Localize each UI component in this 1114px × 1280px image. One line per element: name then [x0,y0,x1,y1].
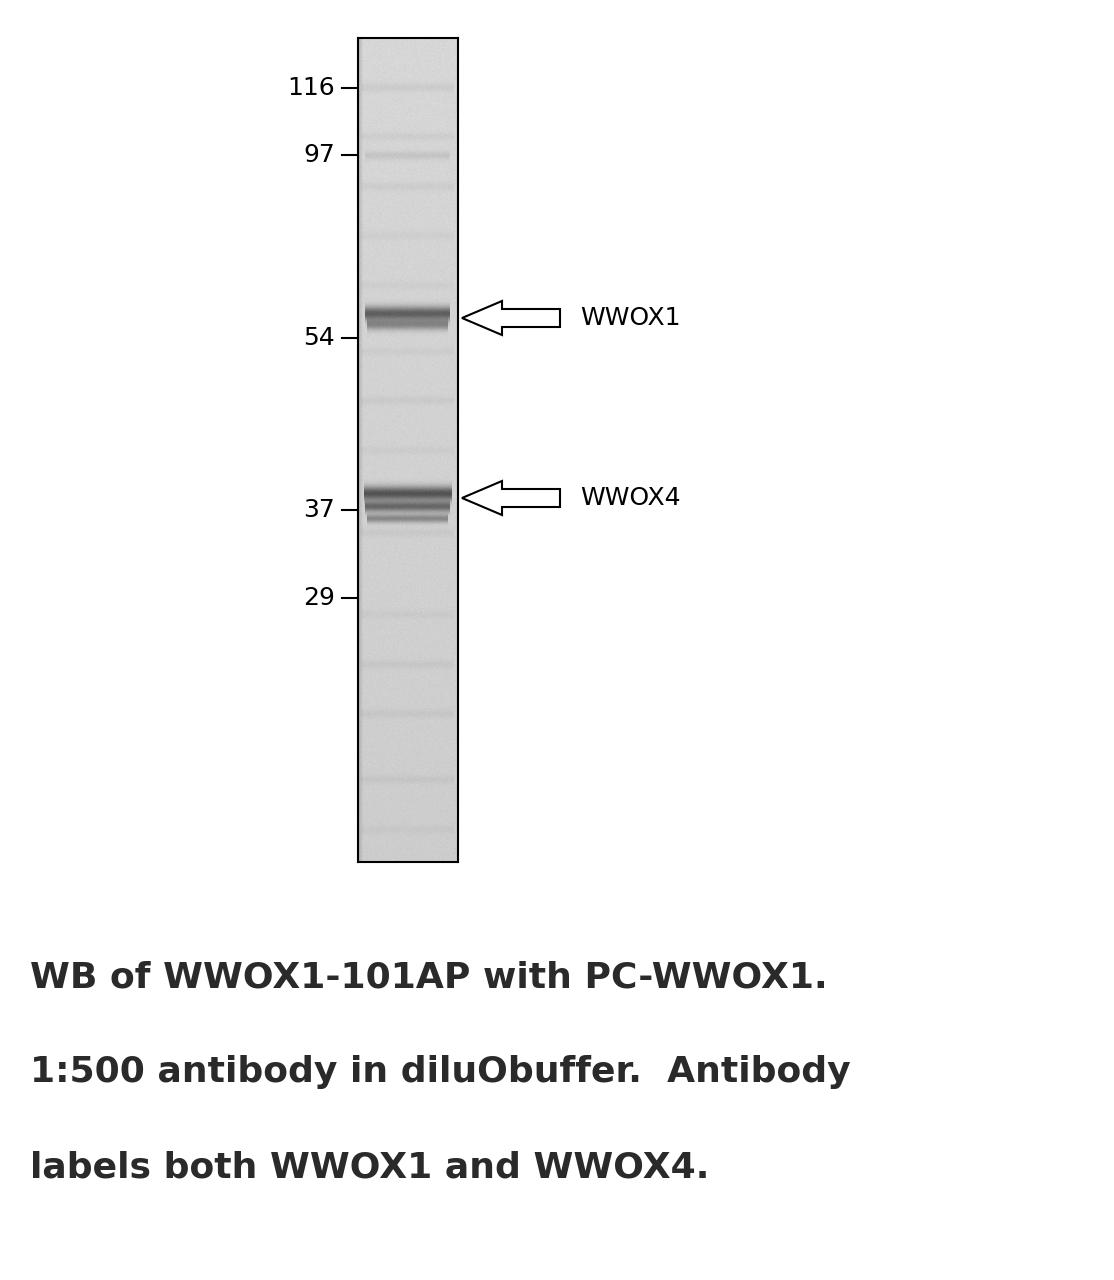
Text: WWOX4: WWOX4 [580,486,681,509]
Text: 1:500 antibody in diluObuffer.  Antibody: 1:500 antibody in diluObuffer. Antibody [30,1055,851,1089]
Text: 29: 29 [303,586,335,611]
Text: WWOX1: WWOX1 [580,306,681,330]
Text: 97: 97 [303,143,335,166]
Text: labels both WWOX1 and WWOX4.: labels both WWOX1 and WWOX4. [30,1149,710,1184]
Polygon shape [462,481,560,515]
Text: 116: 116 [287,76,335,100]
Text: 37: 37 [303,498,335,522]
Polygon shape [462,301,560,335]
Text: 54: 54 [303,326,335,349]
Text: WB of WWOX1-101AP with PC-WWOX1.: WB of WWOX1-101AP with PC-WWOX1. [30,960,828,995]
